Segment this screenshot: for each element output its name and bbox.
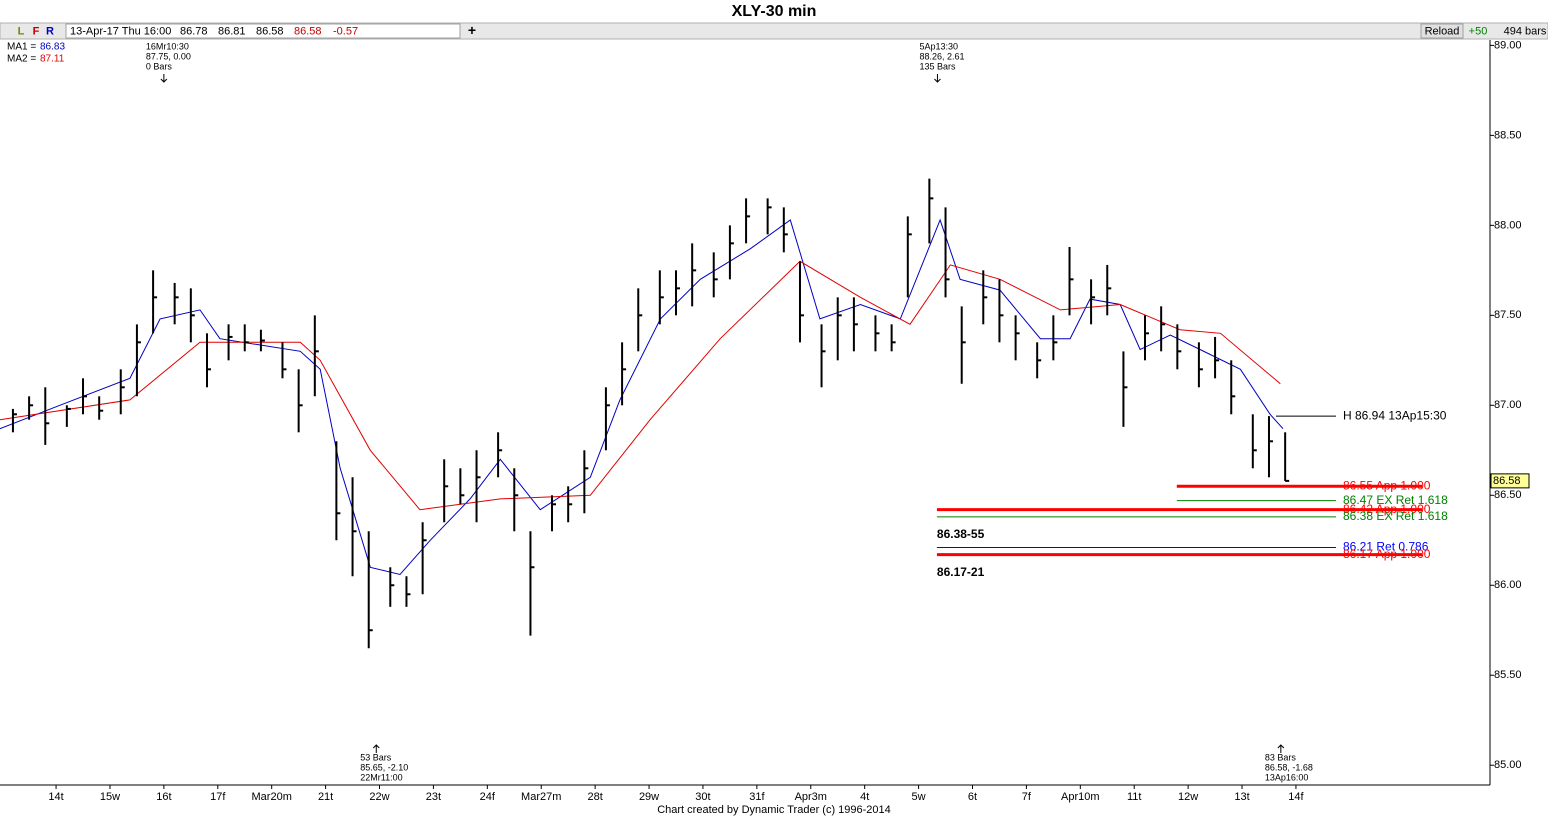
annotation-text: 0 Bars xyxy=(146,61,173,71)
reload-button[interactable]: Reload xyxy=(1425,25,1460,37)
x-tick-label: 30t xyxy=(695,791,710,803)
annotation-text: 13Ap16:00 xyxy=(1265,772,1309,782)
annotation-arrow xyxy=(160,74,168,83)
y-tick-label: 88.00 xyxy=(1494,219,1522,231)
y-tick-label: 85.00 xyxy=(1494,759,1522,771)
zone-label: 86.38-55 xyxy=(937,527,985,541)
annotation-text: 86.58, -1.68 xyxy=(1265,762,1313,772)
step-button[interactable]: +50 xyxy=(1469,25,1488,37)
quote-close: 86.58 xyxy=(294,25,322,37)
y-tick-label: 86.50 xyxy=(1494,489,1522,501)
last-price-box xyxy=(1490,473,1530,489)
x-tick-label: 14t xyxy=(48,791,63,803)
x-tick-label: 5w xyxy=(912,791,926,803)
annotation-arrow xyxy=(1277,744,1285,753)
moving-average xyxy=(0,260,1281,511)
x-tick-label: 21t xyxy=(318,791,333,803)
bar-count: 494 bars xyxy=(1504,25,1547,37)
annotation-text: 87.75, 0.00 xyxy=(146,51,191,61)
annotation-text: 88.26, 2.61 xyxy=(919,51,964,61)
level-label: 86.42 App 1.000 xyxy=(1343,502,1431,516)
button-l[interactable]: L xyxy=(18,25,25,37)
level-label: 86.47 EX Ret 1.618 xyxy=(1343,493,1448,507)
x-tick-label: Apr10m xyxy=(1061,791,1100,803)
level-label: 86.21 Ret 0.786 xyxy=(1343,540,1429,554)
button-r[interactable]: R xyxy=(46,25,54,37)
annotation-text: 83 Bars xyxy=(1265,752,1297,762)
x-tick-label: 24f xyxy=(480,791,496,803)
x-tick-label: 12w xyxy=(1178,791,1198,803)
level-label: H 86.94 13Ap15:30 xyxy=(1343,408,1447,422)
y-tick-label: 87.50 xyxy=(1494,309,1522,321)
annotation-text: 5Ap13:30 xyxy=(919,41,958,51)
x-tick-label: 14f xyxy=(1288,791,1304,803)
y-tick-label: 87.00 xyxy=(1494,399,1522,411)
annotation-text: 22Mr11:00 xyxy=(360,772,402,782)
reload-button-box[interactable] xyxy=(1420,23,1464,39)
annotation-arrow xyxy=(934,74,941,83)
quote-change: -0.57 xyxy=(333,25,358,37)
x-tick-label: Apr3m xyxy=(795,791,827,803)
level-label: 86.17 App 1.000 xyxy=(1343,547,1431,561)
annotation-text: 53 Bars xyxy=(360,752,392,762)
y-tick-label: 88.50 xyxy=(1494,129,1522,141)
x-tick-label: 22w xyxy=(369,791,389,803)
x-tick-label: 29w xyxy=(639,791,659,803)
level-label: 86.38 EX Ret 1.618 xyxy=(1343,509,1448,523)
x-tick-label: 17f xyxy=(210,791,226,803)
last-price-label: 86.58 xyxy=(1493,475,1521,487)
annotation-text: 135 Bars xyxy=(919,61,956,71)
legend-name: MA1 = xyxy=(7,42,36,53)
annotation-text: 16Mr10:30 xyxy=(146,41,189,51)
x-tick-label: Mar20m xyxy=(252,791,292,803)
add-button[interactable]: + xyxy=(468,22,476,38)
zone-label: 86.17-21 xyxy=(937,565,985,579)
footer: Chart created by Dynamic Trader (c) 1996… xyxy=(657,804,891,816)
legend-value: 87.11 xyxy=(40,54,65,65)
quote-box xyxy=(65,23,461,39)
x-tick-label: 13t xyxy=(1234,791,1249,803)
x-tick-label: 7f xyxy=(1022,791,1032,803)
x-tick-label: 23t xyxy=(426,791,441,803)
x-tick-label: 16t xyxy=(156,791,171,803)
button-f[interactable]: F xyxy=(33,25,40,37)
legend-value: 86.83 xyxy=(40,42,65,53)
x-tick-label: 31f xyxy=(749,791,765,803)
annotation-text: 85.65, -2.10 xyxy=(360,762,408,772)
x-tick-label: 6t xyxy=(968,791,977,803)
quote-open: 86.78 xyxy=(180,25,208,37)
x-tick-label: Mar27m xyxy=(521,791,561,803)
y-tick-label: 86.00 xyxy=(1494,579,1522,591)
x-tick-label: 11t xyxy=(1127,791,1141,803)
x-tick-label: 15w xyxy=(100,791,120,803)
annotation-arrow xyxy=(372,744,380,753)
y-tick-label: 89.00 xyxy=(1494,39,1522,51)
legend-name: MA2 = xyxy=(7,54,36,65)
quote-datetime: 13-Apr-17 Thu 16:00 xyxy=(70,25,171,37)
x-tick-label: 4t xyxy=(860,791,869,803)
chart-title: XLY-30 min xyxy=(732,3,817,20)
quote-low: 86.58 xyxy=(256,25,284,37)
y-tick-label: 85.50 xyxy=(1494,669,1522,681)
quote-high: 86.81 xyxy=(218,25,246,37)
x-tick-label: 28t xyxy=(587,791,602,803)
level-label: 86.55 App 1.000 xyxy=(1343,478,1431,492)
